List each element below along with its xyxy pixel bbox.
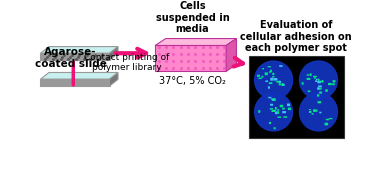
Bar xyxy=(249,56,344,138)
FancyBboxPatch shape xyxy=(275,111,277,114)
FancyBboxPatch shape xyxy=(318,79,319,81)
Text: Cells
suspended in
media: Cells suspended in media xyxy=(156,1,229,34)
Polygon shape xyxy=(155,39,237,45)
FancyBboxPatch shape xyxy=(302,82,304,85)
FancyBboxPatch shape xyxy=(270,70,272,72)
FancyBboxPatch shape xyxy=(332,83,335,85)
FancyBboxPatch shape xyxy=(270,104,273,106)
FancyBboxPatch shape xyxy=(311,113,314,115)
FancyBboxPatch shape xyxy=(328,83,332,85)
FancyBboxPatch shape xyxy=(282,84,285,86)
FancyBboxPatch shape xyxy=(319,112,321,113)
FancyBboxPatch shape xyxy=(274,110,276,111)
FancyBboxPatch shape xyxy=(310,73,311,76)
Circle shape xyxy=(255,61,293,99)
FancyBboxPatch shape xyxy=(272,76,274,77)
FancyBboxPatch shape xyxy=(317,94,319,97)
Polygon shape xyxy=(155,45,226,71)
Polygon shape xyxy=(110,72,118,86)
FancyBboxPatch shape xyxy=(265,72,268,75)
FancyBboxPatch shape xyxy=(269,71,271,73)
FancyBboxPatch shape xyxy=(307,74,309,76)
FancyBboxPatch shape xyxy=(288,108,291,110)
FancyBboxPatch shape xyxy=(262,76,263,78)
FancyBboxPatch shape xyxy=(279,65,282,67)
FancyBboxPatch shape xyxy=(269,122,271,124)
FancyBboxPatch shape xyxy=(326,119,329,120)
FancyBboxPatch shape xyxy=(274,78,276,81)
Text: Evaluation of
cellular adhesion on
each polymer spot: Evaluation of cellular adhesion on each … xyxy=(240,20,352,53)
FancyBboxPatch shape xyxy=(279,83,281,85)
FancyBboxPatch shape xyxy=(272,73,274,75)
FancyBboxPatch shape xyxy=(287,104,290,106)
FancyBboxPatch shape xyxy=(313,76,317,77)
FancyBboxPatch shape xyxy=(257,75,260,77)
FancyBboxPatch shape xyxy=(279,81,281,83)
FancyBboxPatch shape xyxy=(284,116,287,118)
FancyBboxPatch shape xyxy=(272,99,274,101)
FancyBboxPatch shape xyxy=(316,79,318,80)
Text: Agarose-
coated slide: Agarose- coated slide xyxy=(35,47,107,69)
FancyBboxPatch shape xyxy=(309,111,311,113)
FancyBboxPatch shape xyxy=(308,90,310,92)
FancyBboxPatch shape xyxy=(322,80,324,83)
FancyBboxPatch shape xyxy=(318,81,321,83)
FancyBboxPatch shape xyxy=(325,123,328,125)
Polygon shape xyxy=(110,47,118,60)
FancyBboxPatch shape xyxy=(268,66,271,67)
FancyBboxPatch shape xyxy=(273,98,276,101)
FancyBboxPatch shape xyxy=(319,81,323,82)
FancyBboxPatch shape xyxy=(317,87,319,90)
FancyBboxPatch shape xyxy=(309,109,311,110)
Circle shape xyxy=(299,61,338,99)
FancyBboxPatch shape xyxy=(271,98,273,100)
FancyBboxPatch shape xyxy=(270,78,274,81)
FancyBboxPatch shape xyxy=(276,81,280,83)
FancyBboxPatch shape xyxy=(277,111,279,114)
FancyBboxPatch shape xyxy=(259,78,262,79)
FancyBboxPatch shape xyxy=(307,78,310,80)
FancyBboxPatch shape xyxy=(271,110,275,112)
Circle shape xyxy=(255,93,293,131)
FancyBboxPatch shape xyxy=(277,109,279,111)
FancyBboxPatch shape xyxy=(280,105,283,107)
Polygon shape xyxy=(40,72,118,79)
FancyBboxPatch shape xyxy=(270,108,273,110)
FancyBboxPatch shape xyxy=(265,80,268,82)
FancyBboxPatch shape xyxy=(268,86,270,89)
FancyBboxPatch shape xyxy=(275,78,277,80)
FancyBboxPatch shape xyxy=(269,82,272,84)
FancyBboxPatch shape xyxy=(329,118,332,119)
Polygon shape xyxy=(40,79,110,86)
FancyBboxPatch shape xyxy=(275,107,277,110)
FancyBboxPatch shape xyxy=(318,85,322,87)
FancyBboxPatch shape xyxy=(282,83,284,86)
FancyBboxPatch shape xyxy=(282,108,285,110)
FancyBboxPatch shape xyxy=(333,80,335,83)
FancyBboxPatch shape xyxy=(325,89,328,92)
FancyBboxPatch shape xyxy=(314,77,316,79)
FancyBboxPatch shape xyxy=(274,127,276,129)
FancyBboxPatch shape xyxy=(313,109,315,112)
Polygon shape xyxy=(40,47,118,53)
FancyBboxPatch shape xyxy=(262,68,264,70)
FancyBboxPatch shape xyxy=(315,80,317,82)
FancyBboxPatch shape xyxy=(318,101,321,103)
Text: 37°C, 5% CO₂: 37°C, 5% CO₂ xyxy=(159,76,226,86)
Text: Contact printing of
polymer library: Contact printing of polymer library xyxy=(84,53,169,72)
Polygon shape xyxy=(226,39,237,71)
FancyBboxPatch shape xyxy=(314,110,318,112)
FancyBboxPatch shape xyxy=(319,92,322,94)
FancyBboxPatch shape xyxy=(258,110,260,113)
FancyBboxPatch shape xyxy=(282,111,286,113)
FancyBboxPatch shape xyxy=(268,97,271,98)
Circle shape xyxy=(299,93,338,131)
FancyBboxPatch shape xyxy=(277,117,281,118)
FancyBboxPatch shape xyxy=(318,88,322,90)
Polygon shape xyxy=(40,53,110,60)
